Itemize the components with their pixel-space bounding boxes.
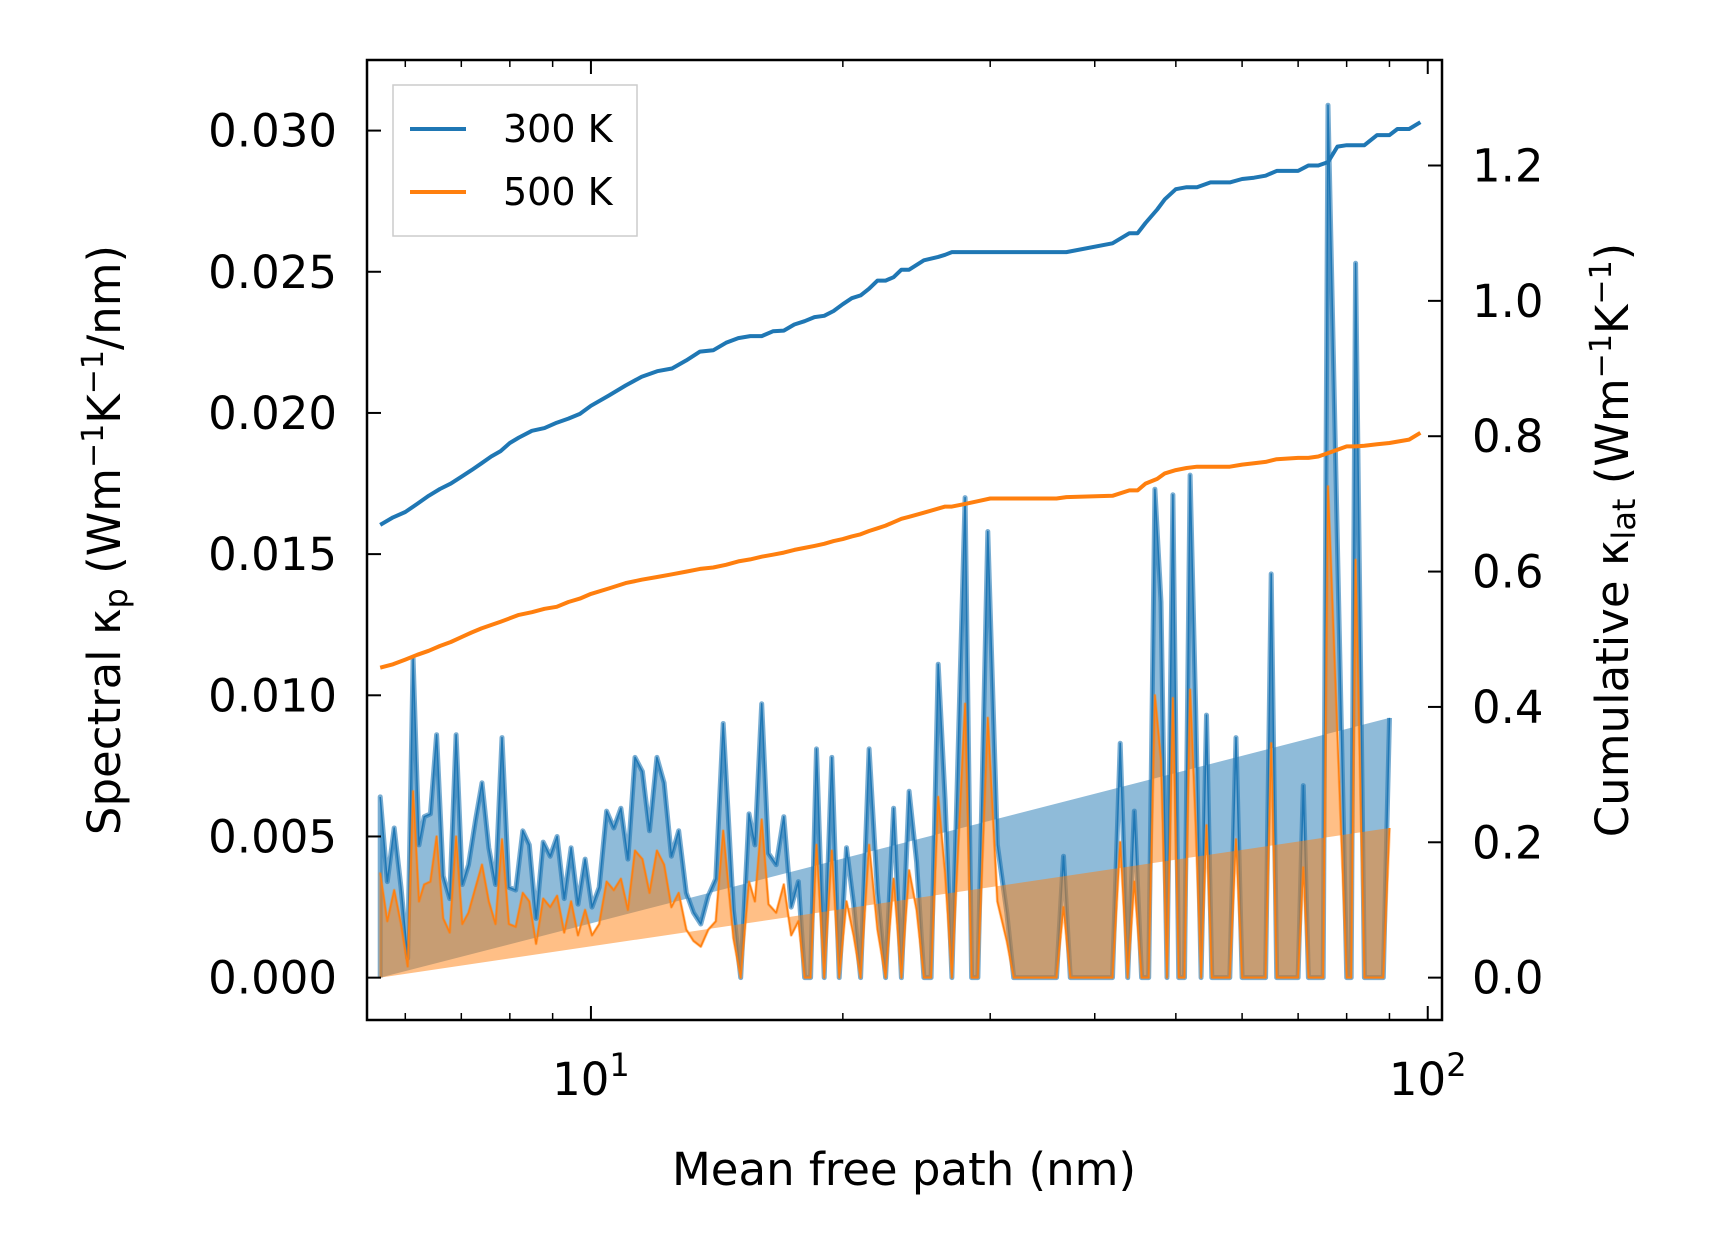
y-right-title-unit-pre: (Wm	[1586, 378, 1639, 498]
tick-marks	[367, 60, 1442, 1020]
y-right-title-mid: K	[1586, 303, 1639, 334]
x-axis-title: Mean free path (nm)	[672, 1143, 1136, 1196]
x-tick-label-exponent: 2	[1446, 1046, 1466, 1084]
legend-box	[392, 84, 638, 237]
x-tick-label-base: 10	[552, 1053, 609, 1106]
axes-border	[365, 58, 1444, 1022]
y-right-title-main: Cumulative κ	[1586, 540, 1639, 838]
axes-frame	[365, 58, 1444, 1022]
y-left-title-unit-post: /nm)	[78, 245, 131, 350]
spectral-line-500k	[379, 485, 1391, 979]
y-left-tick-label: 0.010	[208, 669, 337, 722]
cumulative-line-300k	[379, 120, 1422, 527]
legend-label-500k: 500 K	[503, 170, 614, 214]
y-left-tick-label: 0.025	[208, 246, 337, 299]
y-left-tick-label: 0.000	[208, 952, 337, 1005]
y-axis-right-title: Cumulative κlat (Wm−1K−1)	[1584, 243, 1644, 837]
y-right-tick-label: 0.0	[1472, 952, 1544, 1005]
y-right-title-sub: lat	[1605, 499, 1643, 540]
y-left-tick-label: 0.020	[208, 387, 337, 440]
y-left-title-main: Spectral κ	[78, 608, 131, 835]
legend-label-300k: 300 K	[503, 107, 614, 151]
y-left-title-sub: p	[97, 588, 135, 608]
y-axis-left-title: Spectral κp (Wm−1K−1/nm)	[76, 245, 136, 835]
y-left-tick-label: 0.030	[208, 105, 337, 158]
x-tick-label: 101	[552, 1046, 630, 1106]
y-left-title-sup2: −1	[76, 350, 111, 394]
y-left-title-mid: K	[78, 393, 131, 424]
y-right-tick-label: 0.8	[1472, 410, 1544, 463]
y-right-tick-label: 0.2	[1472, 816, 1544, 869]
x-tick-label-base: 10	[1389, 1053, 1446, 1106]
y-left-title-sup1: −1	[76, 424, 111, 468]
y-right-tick-label: 1.0	[1472, 275, 1544, 328]
y-left-title-unit-pre: (Wm	[78, 468, 131, 588]
y-left-tick-label: 0.015	[208, 528, 337, 581]
y-right-title-unit-post: )	[1586, 243, 1639, 261]
y-left-tick-label: 0.005	[208, 810, 337, 863]
y-right-tick-label: 1.2	[1472, 140, 1544, 193]
tick-labels: 101 1020.0000.0050.0100.0150.0200.0250.03…	[208, 105, 1543, 1106]
legend: 300 K 500 K	[392, 84, 638, 237]
cumulative-line-500k	[379, 431, 1422, 670]
x-tick-label-exponent: 1	[609, 1046, 629, 1084]
y-right-tick-label: 0.6	[1472, 546, 1544, 599]
spectral-line-300k	[379, 104, 1391, 979]
y-right-title-sup1: −1	[1584, 334, 1619, 378]
y-right-tick-label: 0.4	[1472, 681, 1544, 734]
x-tick-label: 102	[1389, 1046, 1467, 1106]
plot-area	[377, 102, 1422, 981]
y-right-title-sup2: −1	[1584, 260, 1619, 304]
